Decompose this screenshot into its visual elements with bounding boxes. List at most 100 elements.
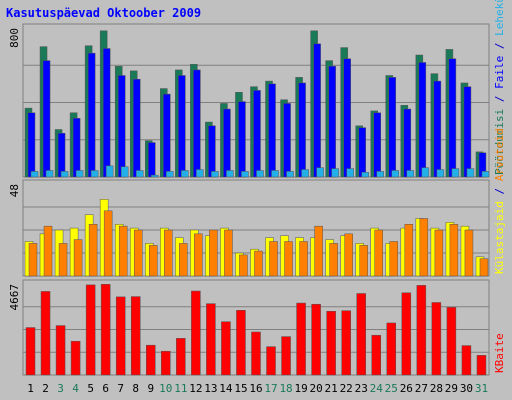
bar-top-faile-17 [268,83,276,178]
bar-middle-arvuteid-13 [209,229,218,277]
bar-middle-arvuteid-25 [389,241,399,277]
bar-top-faile-14 [223,108,231,178]
bar-top-lehekülgi-23 [361,172,369,178]
bar-top-faile-24 [373,112,381,178]
day-label-20: 20 [310,382,323,395]
bar-top-faile-13 [208,125,216,178]
bar-bottom-kbaite-12 [191,290,201,376]
bar-top-lehekülgi-6 [105,165,114,178]
bar-bottom-kbaite-14 [221,321,231,376]
day-label-13: 13 [204,382,217,395]
legend-entry-top-0: Pöördumisi [493,109,506,175]
bar-top-lehekülgi-1 [30,171,39,178]
bar-top-faile-26 [403,108,412,178]
day-label-9: 9 [147,382,154,395]
legend-entry-top-3: / [493,36,506,56]
legend-entry-middle-0: Külastajaid [493,201,506,274]
bar-bottom-kbaite-27 [416,285,427,376]
bar-top-lehekülgi-17 [271,170,279,178]
day-label-6: 6 [102,382,109,395]
ymax-label-bottom: 4667 [8,284,21,311]
bar-top-lehekülgi-22 [346,168,354,178]
bar-middle-arvuteid-1 [28,243,38,277]
bar-middle-arvuteid-20 [314,225,323,277]
legend-top: Pöördumisi / Faile / Lehekülgi [493,0,506,175]
bar-bottom-kbaite-22 [341,310,351,376]
day-label-18: 18 [279,382,292,395]
bar-top-faile-16 [253,90,261,178]
bar-top-faile-23 [358,127,366,178]
bar-top-faile-28 [433,80,442,178]
bar-bottom-kbaite-24 [371,334,381,376]
bar-bottom-kbaite-6 [100,284,111,376]
bar-top-lehekülgi-7 [120,166,129,178]
bar-top-lehekülgi-3 [60,171,69,178]
bar-middle-arvuteid-17 [269,241,278,277]
day-label-30: 30 [460,382,473,395]
bar-top-faile-10 [163,93,171,178]
day-label-17: 17 [264,382,277,395]
day-label-16: 16 [249,382,262,395]
bar-top-lehekülgi-13 [211,171,219,178]
bar-middle-arvuteid-8 [133,229,143,277]
day-label-3: 3 [57,382,64,395]
bar-top-lehekülgi-8 [135,170,144,178]
bar-bottom-kbaite-18 [281,336,291,376]
ymax-label-middle: 48 [8,184,21,197]
bar-top-lehekülgi-27 [421,167,430,178]
legend-entry-top-1: / [493,89,506,109]
legend-entry-top-4: Lehekülgi [493,0,506,36]
bar-bottom-kbaite-10 [161,350,171,376]
bar-middle-arvuteid-22 [344,233,353,277]
bar-top-lehekülgi-4 [75,170,84,178]
bar-middle-arvuteid-29 [449,224,459,277]
bar-middle-arvuteid-11 [179,243,188,277]
legend-entry-middle-1: / [493,181,506,201]
legend-bottom: KBaite [493,333,506,373]
bar-top-faile-7 [117,75,126,178]
bar-top-faile-18 [283,103,291,178]
bar-top-faile-30 [463,86,472,178]
bar-middle-arvuteid-24 [374,229,383,277]
day-label-29: 29 [445,382,458,395]
day-label-27: 27 [415,382,428,395]
day-label-11: 11 [174,382,187,395]
bar-top-lehekülgi-21 [331,168,339,178]
bar-bottom-kbaite-15 [236,310,246,376]
legend-entry-bottom-0: KBaite [493,333,506,373]
bar-top-lehekülgi-12 [196,169,204,178]
legend-middle: Külastajaid / Arvuteid [493,128,506,274]
bar-top-faile-20 [313,43,321,178]
bar-middle-arvuteid-10 [164,229,173,277]
bar-middle-arvuteid-16 [254,250,263,277]
day-label-31: 31 [475,382,488,395]
day-label-1: 1 [27,382,34,395]
bar-top-lehekülgi-20 [316,167,324,178]
bar-middle-arvuteid-14 [224,229,233,277]
bar-middle-arvuteid-30 [464,229,474,277]
day-label-7: 7 [117,382,124,395]
bar-bottom-kbaite-9 [146,344,156,376]
bar-middle-arvuteid-4 [73,239,83,277]
day-label-12: 12 [189,382,202,395]
day-label-24: 24 [370,382,384,395]
bar-top-lehekülgi-10 [166,171,174,178]
bar-middle-arvuteid-27 [419,218,429,277]
bar-middle-arvuteid-9 [149,245,158,277]
bar-bottom-kbaite-4 [70,340,81,376]
bar-top-faile-8 [132,78,141,178]
day-label-26: 26 [400,382,413,395]
bar-middle-arvuteid-23 [359,245,368,277]
day-label-8: 8 [132,382,139,395]
bar-top-lehekülgi-9 [151,174,159,178]
bar-top-faile-12 [193,69,201,178]
bar-bottom-kbaite-20 [311,303,321,376]
bar-middle-arvuteid-26 [404,224,414,277]
day-label-22: 22 [340,382,353,395]
bar-middle-arvuteid-3 [58,243,68,277]
bar-top-lehekülgi-29 [451,168,460,178]
bar-bottom-kbaite-7 [115,296,126,376]
bar-top-faile-11 [178,75,186,178]
bar-middle-arvuteid-6 [103,210,113,277]
